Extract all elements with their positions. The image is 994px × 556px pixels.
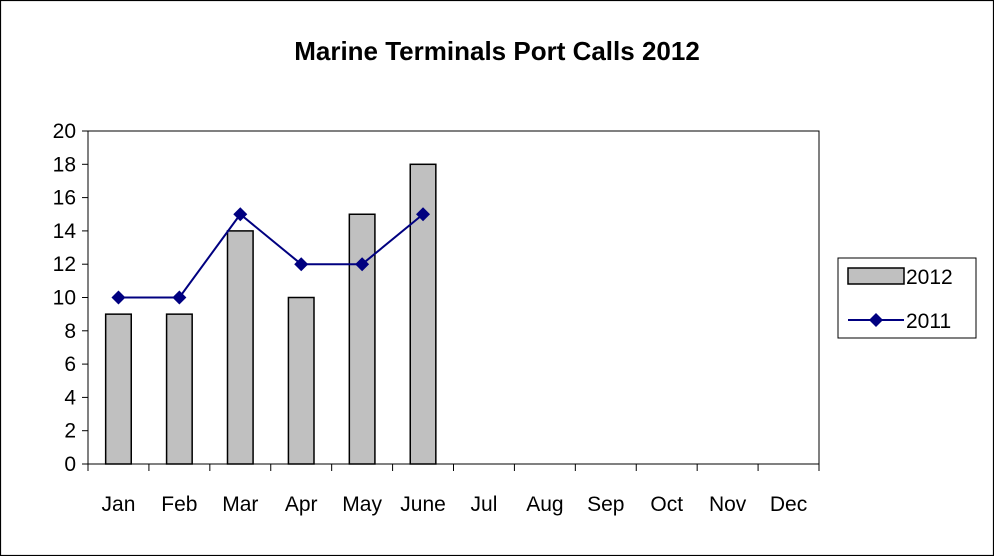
x-tick-label: Aug: [526, 493, 563, 516]
plot-area: [88, 131, 819, 464]
y-tick-label: 12: [53, 253, 76, 276]
x-tick-label: Jul: [471, 493, 498, 516]
legend-swatch-2012: [848, 268, 904, 284]
bar-2012-mar: [227, 231, 253, 464]
y-tick-label: 10: [53, 287, 76, 310]
bar-2012-jan: [106, 314, 132, 464]
bar-2012-apr: [288, 298, 314, 465]
bar-2012-may: [349, 214, 375, 464]
y-tick-label: 18: [53, 153, 76, 176]
y-tick-label: 0: [64, 453, 76, 476]
chart-title: Marine Terminals Port Calls 2012: [294, 36, 700, 66]
x-tick-label: May: [342, 493, 382, 516]
bar-2012-feb: [167, 314, 193, 464]
x-tick-label: Oct: [650, 493, 683, 516]
x-tick-label: Mar: [222, 493, 258, 516]
x-tick-label: Apr: [285, 493, 318, 516]
legend-label-2011: 2011: [906, 310, 951, 333]
x-tick-label: Dec: [770, 493, 807, 516]
legend: 2012 2011: [838, 258, 976, 338]
y-tick-label: 14: [53, 220, 77, 243]
x-tick-label: Jan: [102, 493, 136, 516]
y-tick-label: 16: [53, 187, 76, 210]
y-tick-label: 20: [53, 120, 76, 143]
y-tick-label: 2: [64, 420, 76, 443]
x-tick-label: June: [400, 493, 446, 516]
x-tick-label: Sep: [587, 493, 624, 516]
x-tick-label: Nov: [709, 493, 747, 516]
y-tick-label: 6: [64, 353, 76, 376]
y-tick-label: 4: [64, 386, 76, 409]
x-tick-label: Feb: [161, 493, 197, 516]
y-tick-label: 8: [64, 320, 76, 343]
legend-label-2012: 2012: [906, 266, 953, 289]
